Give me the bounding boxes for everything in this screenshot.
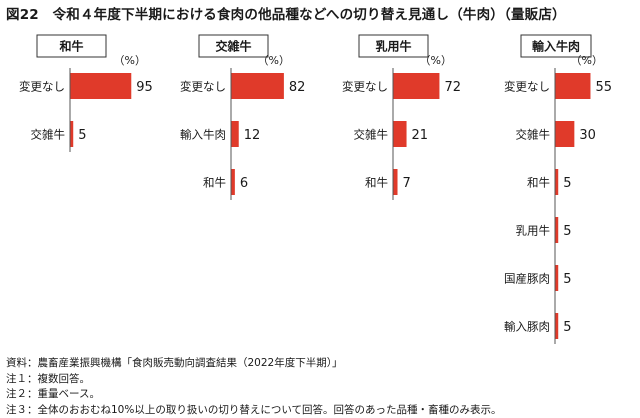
panel-title: 乳用牛 [375,39,411,54]
panel-title-box [36,34,107,58]
bar [231,73,284,99]
category-label: 和牛 [527,176,550,190]
data-label: 5 [563,320,571,335]
panel-title: 交雑牛 [215,39,251,54]
source-note: 資料：農畜産業振興機構「食肉販売動向調査結果（2022年度下半期）」 [6,357,343,369]
category-label: 和牛 [203,176,226,190]
data-label: 5 [563,176,571,191]
data-label: 95 [136,80,153,95]
category-label: 輸入豚肉 [504,320,550,334]
note-3: 注３：全体のおおむね10%以上の取り扱いの切り替えについて回答。回答のあった品種… [6,403,502,416]
category-label: 変更なし [19,80,65,94]
data-label: 5 [563,272,571,287]
bar [70,73,132,99]
panel-title-box [520,34,592,58]
charts-area: 和牛 （%） 変更なし 95 交雑牛 5 交雑牛 （%） 変更なし 82 輸入牛肉 12 和牛 6 乳用牛 （… [19,34,612,344]
bar [555,169,559,195]
data-label: 21 [412,128,429,143]
note-2: 注２：重量ベース。 [6,388,100,400]
unit-label: （%） [571,54,603,67]
panel-title: 輸入牛肉 [532,39,580,54]
data-label: 82 [289,80,306,95]
unit-label: （%） [258,54,290,67]
data-label: 12 [244,128,261,143]
bar [555,313,559,339]
category-label: 和牛 [365,176,388,190]
category-label: 交雑牛 [516,128,551,142]
bar [393,73,440,99]
bar [555,73,591,99]
note-1: 注１：複数回答。 [6,372,90,385]
bar [70,121,74,147]
category-label: 輸入牛肉 [180,128,226,142]
panel-title-box [198,34,269,58]
data-label: 6 [240,176,248,191]
category-label: 変更なし [180,80,226,94]
data-label: 30 [579,128,596,143]
data-label: 55 [595,80,612,95]
bar [555,217,559,243]
data-label: 5 [563,224,571,239]
bar [231,169,235,195]
unit-label: （%） [420,54,452,67]
category-label: 国産豚肉 [504,272,550,286]
bar [231,121,239,147]
panel-title: 和牛 [58,39,83,54]
chart-title: 図22 令和４年度下半期における食肉の他品種などへの切り替え見通し（牛肉）（量販… [6,7,566,23]
data-label: 7 [403,176,411,191]
data-label: 72 [444,80,461,95]
category-label: 交雑牛 [31,128,66,142]
bar [555,121,575,147]
panel-title-box [358,34,429,58]
unit-label: （%） [114,54,146,67]
category-label: 交雑牛 [354,128,389,142]
bar [393,169,398,195]
bar [555,265,559,291]
category-label: 乳用牛 [516,224,551,238]
category-label: 変更なし [342,80,388,94]
data-label: 5 [78,128,86,143]
notes: 資料：農畜産業振興機構「食肉販売動向調査結果（2022年度下半期）」 注１：複数… [6,356,502,418]
bar [393,121,407,147]
category-label: 変更なし [504,80,550,94]
